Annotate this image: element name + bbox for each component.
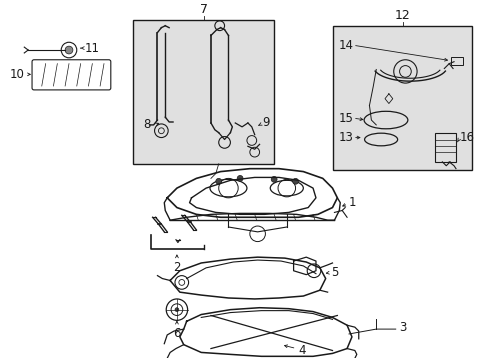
Bar: [133, 20, 274, 164]
Text: 14: 14: [338, 39, 353, 52]
Text: 15: 15: [338, 112, 352, 125]
Text: 4: 4: [298, 344, 305, 357]
Text: 3: 3: [399, 321, 406, 334]
Text: 11: 11: [84, 42, 100, 55]
Text: 16: 16: [459, 131, 474, 144]
Text: 1: 1: [348, 196, 356, 209]
Circle shape: [271, 176, 277, 182]
Circle shape: [175, 308, 179, 312]
Text: 2: 2: [173, 261, 180, 274]
Circle shape: [215, 179, 221, 184]
Circle shape: [292, 179, 298, 184]
Text: 12: 12: [394, 9, 409, 22]
Bar: [333, 26, 470, 170]
Bar: [450, 57, 462, 65]
Bar: [434, 133, 455, 162]
Text: 8: 8: [143, 118, 150, 131]
Text: 13: 13: [338, 131, 352, 144]
Text: 6: 6: [173, 327, 180, 340]
Text: 9: 9: [262, 117, 269, 130]
Text: 10: 10: [9, 68, 24, 81]
Circle shape: [65, 46, 73, 54]
Text: 7: 7: [199, 3, 207, 16]
Circle shape: [237, 175, 243, 181]
Text: 5: 5: [331, 266, 338, 279]
